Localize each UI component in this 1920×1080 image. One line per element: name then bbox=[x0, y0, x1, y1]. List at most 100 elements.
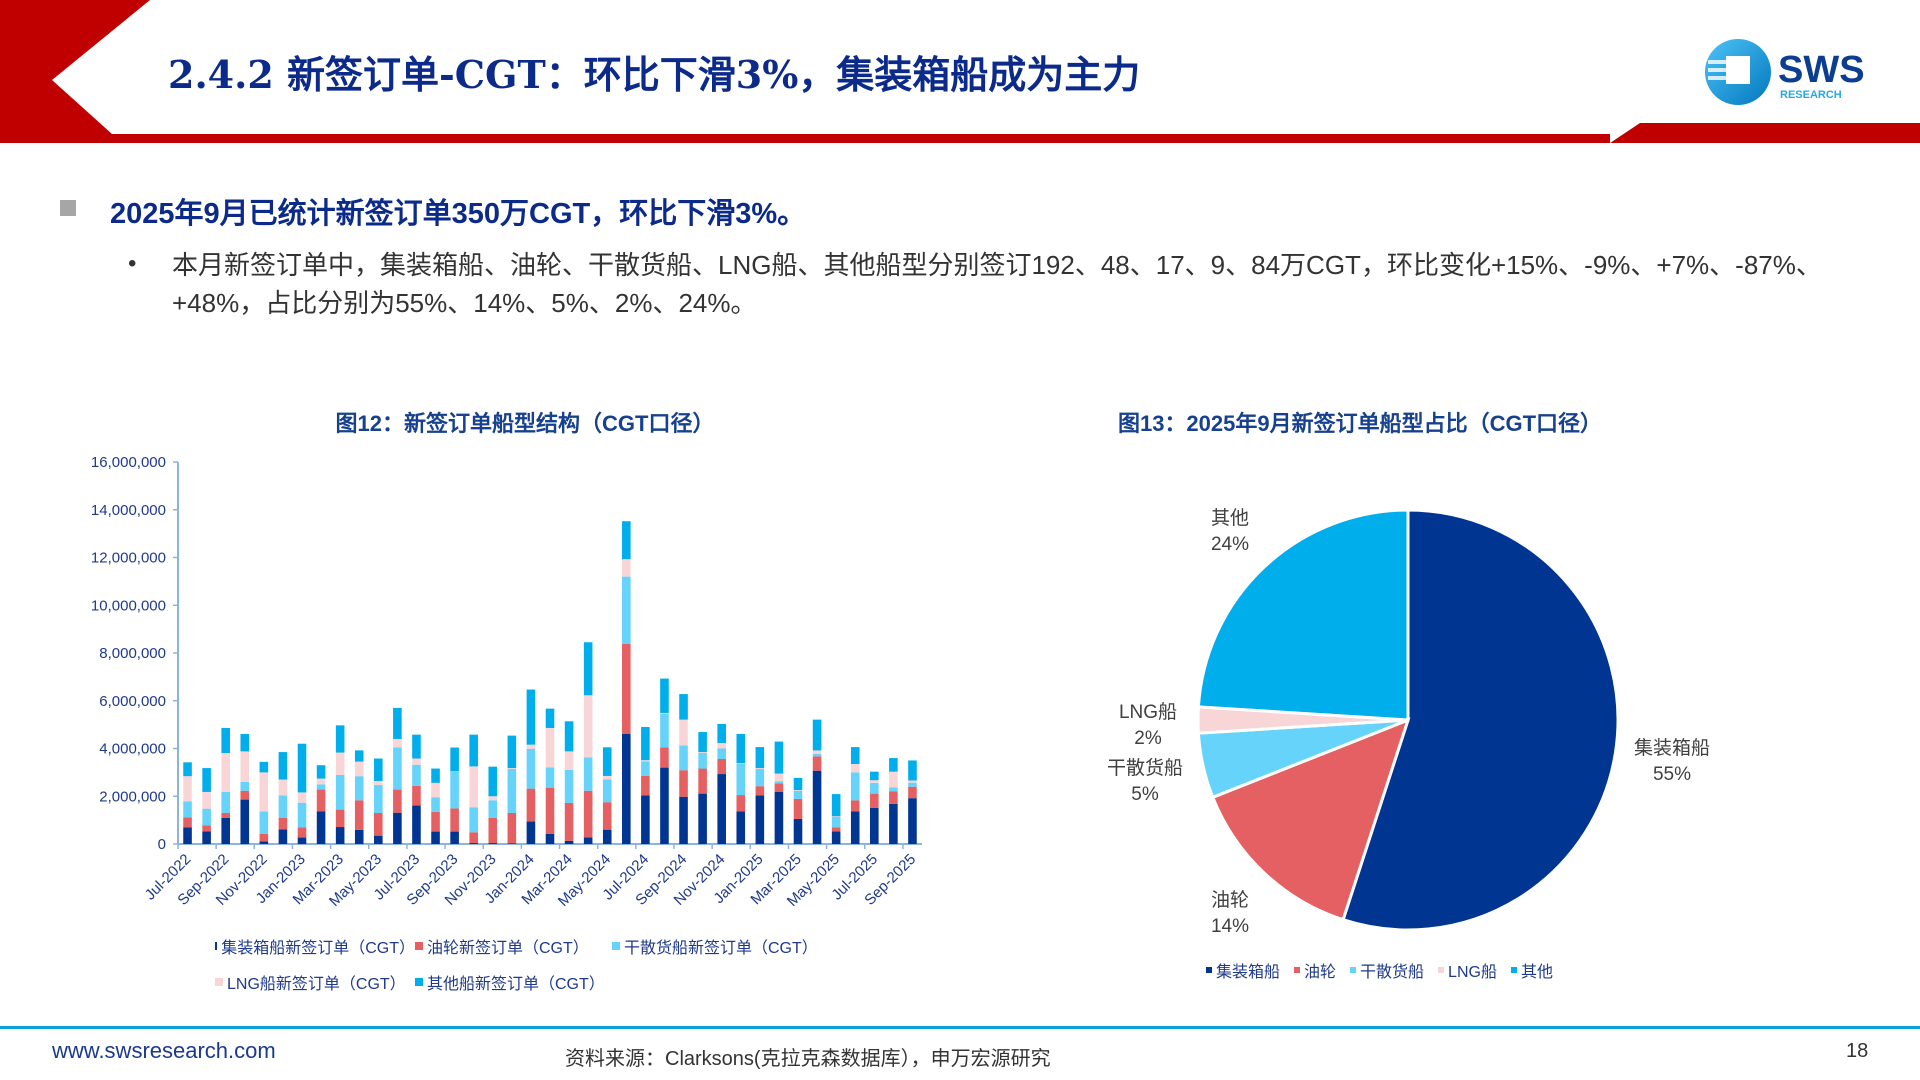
bar-segment-other bbox=[545, 708, 555, 728]
bar-segment-bulk bbox=[183, 801, 192, 818]
pie-legend: 集装箱船 油轮 干散货船 LNG船 其他 bbox=[1206, 958, 1553, 982]
bar-segment-container bbox=[374, 835, 383, 844]
bar-segment-lng bbox=[545, 727, 555, 768]
bar-segment-tanker bbox=[831, 827, 841, 832]
bar-segment-other bbox=[889, 758, 898, 772]
bar-segment-container bbox=[908, 798, 917, 844]
bar-segment-container bbox=[240, 799, 250, 844]
bar-segment-tanker bbox=[641, 775, 650, 796]
bar-segment-bulk bbox=[278, 795, 288, 818]
bar-segment-container bbox=[278, 829, 288, 844]
bar-segment-lng bbox=[507, 768, 517, 770]
bar-segment-other bbox=[564, 721, 574, 752]
bar-segment-container bbox=[660, 767, 669, 844]
pie-legend-container: 集装箱船 bbox=[1206, 958, 1280, 982]
bar-segment-bulk bbox=[602, 779, 612, 803]
bar-segment-bulk bbox=[564, 769, 574, 803]
bar-segment-other bbox=[717, 723, 726, 744]
bar-segment-tanker bbox=[316, 789, 326, 812]
bar-segment-lng bbox=[278, 779, 288, 796]
bar-segment-container bbox=[259, 841, 269, 844]
bar-segment-tanker bbox=[602, 802, 612, 830]
bar-segment-other bbox=[488, 766, 498, 797]
page-title: 2.4.2 新签订单-CGT：环比下滑3%，集装箱船成为主力 bbox=[168, 52, 1141, 97]
bar-segment-container bbox=[774, 791, 784, 844]
bar-segment-bulk bbox=[221, 791, 230, 813]
bar-segment-container bbox=[393, 812, 402, 844]
pie-label-tanker: 油轮 14% bbox=[1210, 890, 1250, 937]
footer-divider bbox=[0, 1026, 1920, 1029]
bar-segment-container bbox=[335, 827, 345, 844]
bar-segment-lng bbox=[335, 752, 345, 776]
bar-segment-bulk bbox=[412, 764, 421, 786]
bar-segment-container bbox=[545, 833, 555, 844]
bar-segment-other bbox=[850, 747, 860, 765]
bar-segment-bulk bbox=[850, 772, 860, 801]
bar-segment-lng bbox=[183, 776, 192, 802]
stacked-bar-chart: 0 2,000,000 4,000,000 6,000,000 8,000,000 10,… bbox=[91, 454, 922, 910]
bar-segment-lng bbox=[622, 559, 631, 577]
bar-segment-tanker bbox=[717, 759, 726, 775]
bar-segment-tanker bbox=[526, 788, 536, 822]
bar-segment-tanker bbox=[908, 786, 917, 799]
bar-segment-bulk bbox=[812, 753, 822, 757]
bar-segment-lng bbox=[793, 790, 803, 791]
pie-slice-other bbox=[1196, 508, 1410, 722]
pie-label-lng: LNG船 2% bbox=[1118, 702, 1178, 749]
bar-segment-container bbox=[488, 843, 498, 844]
bar-segment-container bbox=[717, 774, 726, 844]
bar-segment-bulk bbox=[240, 781, 250, 791]
bar-segment-lng bbox=[583, 695, 593, 758]
bar-segment-tanker bbox=[183, 817, 192, 828]
bar-segment-other bbox=[431, 768, 440, 783]
bar-segment-container bbox=[316, 811, 326, 844]
y-tick-label: 14,000,000 bbox=[91, 502, 166, 519]
bar-segment-lng bbox=[259, 772, 269, 812]
bar-segment-tanker bbox=[469, 832, 478, 844]
bar-segment-other bbox=[602, 747, 612, 776]
bar-segment-container bbox=[850, 811, 860, 844]
bar-segment-lng bbox=[316, 778, 326, 785]
bar-segment-bulk bbox=[641, 761, 650, 776]
legend-item-bulk: 干散货船新签订单（CGT） bbox=[612, 934, 818, 958]
bar-segment-bulk bbox=[393, 747, 402, 790]
bar-segment-container bbox=[221, 817, 230, 844]
bar-segment-lng bbox=[641, 760, 650, 762]
bar-legend: 集装箱船新签订单（CGT） 油轮新签订单（CGT） 干散货船新签订单（CGT） … bbox=[215, 934, 915, 994]
legend-item-container: 集装箱船新签订单（CGT） bbox=[215, 934, 415, 958]
y-tick-label: 0 bbox=[158, 836, 166, 853]
bar-segment-container bbox=[202, 831, 211, 844]
bullet-square-icon bbox=[60, 200, 76, 216]
bar-segment-bulk bbox=[526, 748, 536, 789]
bar-segment-bulk bbox=[622, 576, 631, 644]
bar-segment-lng bbox=[889, 771, 898, 788]
bar-segment-container bbox=[450, 831, 459, 844]
bar-segment-other bbox=[870, 771, 879, 781]
bar-segment-other bbox=[450, 747, 459, 772]
bar-segment-container bbox=[679, 796, 688, 844]
pie-chart-title: 图13：2025年9月新签订单船型占比（CGT口径） bbox=[1117, 411, 1603, 436]
bar-segment-tanker bbox=[278, 817, 288, 830]
bar-segment-lng bbox=[812, 750, 822, 754]
pie-legend-other: 其他 bbox=[1510, 958, 1553, 982]
bar-segment-lng bbox=[412, 758, 421, 765]
y-tick-label: 10,000,000 bbox=[91, 597, 166, 614]
bar-segment-container bbox=[698, 793, 707, 844]
legend-item-lng: LNG船新签订单（CGT） bbox=[215, 970, 415, 994]
pie-slice-container bbox=[1341, 508, 1620, 932]
legend-item-tanker: 油轮新签订单（CGT） bbox=[415, 934, 612, 958]
bar-segment-lng bbox=[526, 744, 536, 749]
pie-legend-lng: LNG船 bbox=[1438, 958, 1497, 982]
sws-logo: SWS RESEARCH bbox=[1700, 36, 1880, 113]
footer-website-link[interactable]: www.swsresearch.com bbox=[52, 1038, 276, 1063]
bar-segment-tanker bbox=[488, 817, 498, 844]
bar-segment-tanker bbox=[507, 812, 517, 844]
svg-text:RESEARCH: RESEARCH bbox=[1780, 89, 1842, 101]
bar-segment-bulk bbox=[297, 802, 307, 828]
bar-segment-other bbox=[335, 725, 345, 753]
bar-segment-container bbox=[183, 827, 192, 844]
bar-segment-lng bbox=[774, 773, 784, 782]
bar-segment-other bbox=[755, 747, 765, 769]
pie-label-container: 集装箱船 55% bbox=[1633, 738, 1711, 785]
bar-segment-tanker bbox=[736, 795, 746, 812]
